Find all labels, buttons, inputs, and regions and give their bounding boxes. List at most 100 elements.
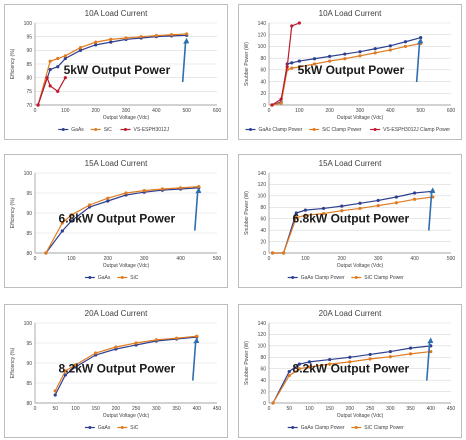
x-tick-label: 100: [61, 108, 70, 114]
arrow-shaft: [428, 190, 433, 231]
y-tick-label: 100: [24, 321, 33, 327]
chart-title: 20A Load Current: [85, 309, 148, 318]
chart-panel-10a-snubber: 10A Load Current 0 20 40 60 80 100 120 140 0 100 20…: [238, 4, 462, 140]
y-tick-label: 120: [258, 182, 267, 188]
legend-marker: [88, 276, 92, 279]
y-tick-label: 85: [26, 62, 32, 68]
chart-title: 10A Load Current: [85, 9, 148, 18]
chart-title: 15A Load Current: [85, 159, 148, 168]
data-point: [328, 357, 332, 362]
x-tick-label: 200: [91, 108, 100, 114]
x-tick-label: 450: [447, 406, 456, 412]
x-tick-label: 150: [325, 406, 334, 412]
x-tick-label: 0: [34, 108, 37, 114]
data-point: [271, 401, 275, 405]
data-point: [45, 76, 49, 80]
y-tick-label: 75: [26, 89, 32, 95]
data-point: [429, 349, 433, 354]
data-point: [394, 195, 398, 199]
data-point: [358, 50, 362, 54]
data-point: [340, 209, 344, 213]
data-point: [322, 206, 326, 211]
y-axis-label: Efficiency (%): [10, 347, 16, 378]
data-point: [60, 221, 64, 225]
data-point: [106, 199, 110, 203]
chart-svg: 15A Load Current 0 20 40 60 80 100 120 140 0 100 20…: [244, 159, 455, 281]
y-tick-label: 120: [258, 332, 267, 338]
data-point: [281, 251, 286, 255]
y-tick-label: 80: [26, 401, 32, 407]
data-point: [388, 44, 392, 48]
y-tick-label: 0: [263, 401, 266, 407]
data-point: [413, 197, 417, 201]
data-point: [294, 215, 298, 220]
legend-label: SiC: [104, 127, 112, 133]
x-tick-label: 200: [112, 406, 121, 412]
x-tick-label: 200: [338, 256, 347, 262]
x-tick-label: 400: [152, 108, 161, 114]
data-point: [154, 338, 158, 342]
y-tick-label: 85: [26, 381, 32, 387]
data-point: [388, 349, 392, 354]
data-point: [48, 59, 52, 63]
data-point: [312, 62, 317, 66]
x-tick-label: 350: [406, 406, 415, 412]
x-tick-label: 300: [356, 108, 365, 114]
data-point: [388, 355, 392, 359]
data-point: [88, 203, 92, 207]
data-point: [376, 198, 380, 203]
legend-label: GaAs: [71, 127, 84, 133]
data-point: [343, 57, 347, 61]
y-tick-label: 70: [26, 103, 32, 109]
data-point: [403, 44, 408, 49]
legend-marker: [354, 276, 358, 279]
y-tick-label: 100: [258, 44, 267, 50]
x-axis-label: Output Voltage (Vdc): [103, 115, 150, 121]
arrow-shaft: [415, 40, 421, 83]
chart-panel-20a-snubber: 20A Load Current 0 20 40 60 80 100 120 140 0 50 100…: [238, 304, 462, 438]
arrow-head: [195, 187, 202, 194]
y-tick-label: 80: [260, 205, 266, 211]
arrow-shaft: [191, 340, 197, 381]
chart-panel-15a-efficiency: 15A Load Current 80 85 90 95 100 0 100 200 300 400…: [4, 154, 228, 288]
y-tick-label: 60: [260, 367, 266, 373]
legend-marker: [291, 276, 295, 279]
data-point: [94, 40, 98, 44]
x-axis-label: Output Voltage (Vdc): [103, 413, 150, 419]
data-point: [348, 355, 352, 359]
y-tick-label: 120: [258, 33, 267, 39]
x-tick-label: 0: [268, 406, 271, 412]
data-point: [73, 363, 78, 367]
annotation-label: 6.8kW Output Power: [59, 212, 176, 226]
x-tick-label: 100: [67, 256, 76, 262]
y-tick-label: 95: [26, 34, 32, 40]
data-point: [287, 369, 291, 374]
y-tick-label: 80: [26, 75, 32, 81]
arrow-head: [427, 337, 434, 344]
legend-label: SiC: [130, 275, 138, 281]
arrow-head: [193, 337, 200, 344]
y-tick-label: 0: [263, 103, 266, 109]
annotation-label: 6.8kW Output Power: [293, 212, 410, 226]
legend-label: GaAs: [98, 275, 111, 281]
series-line: [272, 345, 431, 404]
data-point: [53, 393, 57, 397]
chart-svg: 20A Load Current 80 85 90 95 100 0 50 100 150 200 2…: [10, 309, 221, 431]
annotation-label: 5kW Output Power: [298, 63, 405, 77]
data-point: [124, 191, 128, 195]
legend-label: SiC Clamp Power: [364, 275, 404, 281]
series-line: [45, 187, 199, 254]
legend-marker: [88, 426, 92, 429]
chart-svg: 10A Load Current 0 20 40 60 80 100 120 140 0 100 20…: [244, 9, 455, 133]
data-point: [109, 40, 113, 44]
data-point: [160, 187, 164, 191]
legend-marker: [120, 276, 124, 279]
y-tick-label: 80: [260, 355, 266, 361]
y-tick-label: 100: [24, 21, 33, 27]
chart-title: 15A Load Current: [319, 159, 382, 168]
x-tick-label: 400: [193, 406, 202, 412]
y-tick-label: 60: [260, 217, 266, 223]
data-point: [44, 251, 48, 255]
chart-svg: 20A Load Current 0 20 40 60 80 100 120 140 0 50 100…: [244, 309, 456, 431]
